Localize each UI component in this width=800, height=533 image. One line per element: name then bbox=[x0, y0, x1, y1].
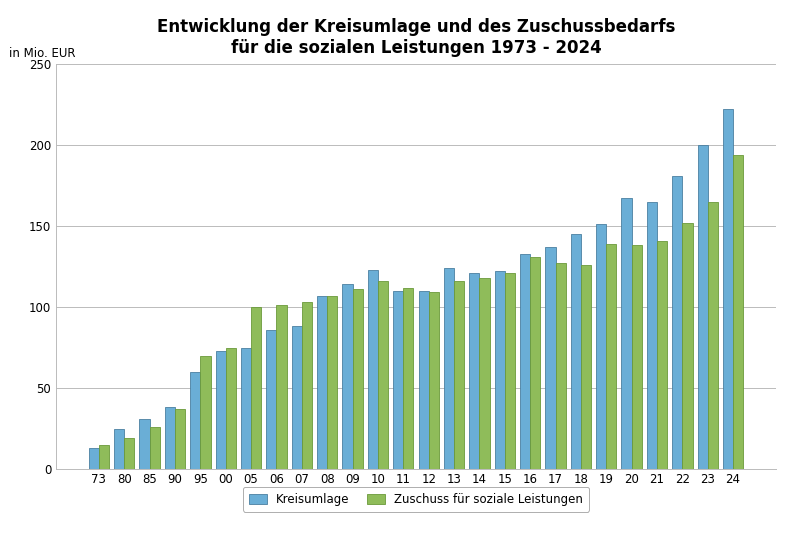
Bar bbox=[368, 270, 378, 469]
Bar bbox=[530, 257, 540, 469]
Bar bbox=[494, 271, 505, 469]
Bar bbox=[672, 176, 682, 469]
Bar bbox=[175, 409, 185, 469]
Bar bbox=[403, 288, 414, 469]
Bar bbox=[733, 155, 743, 469]
Bar bbox=[632, 245, 642, 469]
Text: in Mio. EUR: in Mio. EUR bbox=[10, 47, 76, 60]
Bar bbox=[444, 268, 454, 469]
Bar bbox=[200, 356, 210, 469]
Bar bbox=[657, 240, 667, 469]
Bar bbox=[479, 278, 490, 469]
Bar bbox=[647, 201, 657, 469]
Bar bbox=[470, 273, 479, 469]
Legend: Kreisumlage, Zuschuss für soziale Leistungen: Kreisumlage, Zuschuss für soziale Leistu… bbox=[243, 487, 589, 512]
Bar bbox=[317, 296, 327, 469]
Bar bbox=[622, 198, 632, 469]
Bar bbox=[215, 351, 226, 469]
Bar bbox=[520, 254, 530, 469]
Bar bbox=[454, 281, 464, 469]
Bar bbox=[302, 302, 312, 469]
Bar bbox=[277, 305, 286, 469]
Bar bbox=[226, 348, 236, 469]
Bar bbox=[555, 263, 566, 469]
Bar bbox=[165, 407, 175, 469]
Bar bbox=[251, 307, 262, 469]
Bar bbox=[124, 438, 134, 469]
Title: Entwicklung der Kreisumlage und des Zuschussbedarfs
für die sozialen Leistungen : Entwicklung der Kreisumlage und des Zusc… bbox=[157, 18, 675, 57]
Bar bbox=[353, 289, 362, 469]
Bar bbox=[150, 427, 160, 469]
Bar bbox=[89, 448, 99, 469]
Bar bbox=[505, 273, 515, 469]
Bar bbox=[342, 284, 353, 469]
Bar bbox=[723, 109, 733, 469]
Bar bbox=[139, 419, 150, 469]
Bar bbox=[682, 223, 693, 469]
Bar bbox=[114, 429, 124, 469]
Bar bbox=[698, 145, 708, 469]
Bar bbox=[99, 445, 109, 469]
Bar bbox=[190, 372, 200, 469]
Bar bbox=[327, 296, 338, 469]
Bar bbox=[429, 293, 439, 469]
Bar bbox=[292, 326, 302, 469]
Bar bbox=[581, 265, 591, 469]
Bar bbox=[546, 247, 555, 469]
Bar bbox=[570, 234, 581, 469]
Bar bbox=[393, 291, 403, 469]
Bar bbox=[708, 201, 718, 469]
Bar bbox=[241, 348, 251, 469]
Bar bbox=[418, 291, 429, 469]
Bar bbox=[378, 281, 388, 469]
Bar bbox=[596, 224, 606, 469]
Bar bbox=[266, 330, 277, 469]
Bar bbox=[606, 244, 617, 469]
